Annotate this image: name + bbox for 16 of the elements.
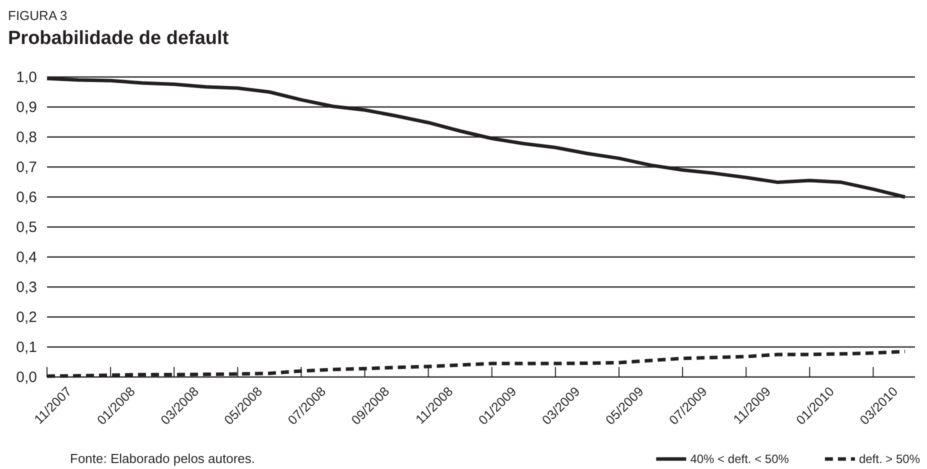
y-tick-label: 0,4	[16, 248, 37, 266]
y-tick-label: 0,7	[16, 158, 37, 176]
y-tick-label: 1,0	[16, 68, 37, 86]
chart-title: Probabilidade de default	[8, 28, 230, 49]
source-note: Fonte: Elaborado pelos autores.	[70, 451, 256, 466]
chart-subtitle: FIGURA 3	[8, 8, 68, 23]
y-tick-label: 0,2	[16, 308, 37, 326]
y-tick-label: 0,3	[16, 278, 37, 296]
y-tick-label: 0,6	[16, 188, 37, 206]
y-tick-label: 0,8	[16, 128, 37, 146]
y-tick-label: 0,1	[16, 338, 37, 356]
legend-label: 40% < deft. < 50%	[690, 452, 790, 466]
y-tick-label: 0,0	[16, 368, 37, 386]
y-tick-label: 0,5	[16, 218, 37, 236]
y-tick-label: 0,9	[16, 98, 37, 116]
legend-label: deft. > 50%	[858, 452, 920, 466]
